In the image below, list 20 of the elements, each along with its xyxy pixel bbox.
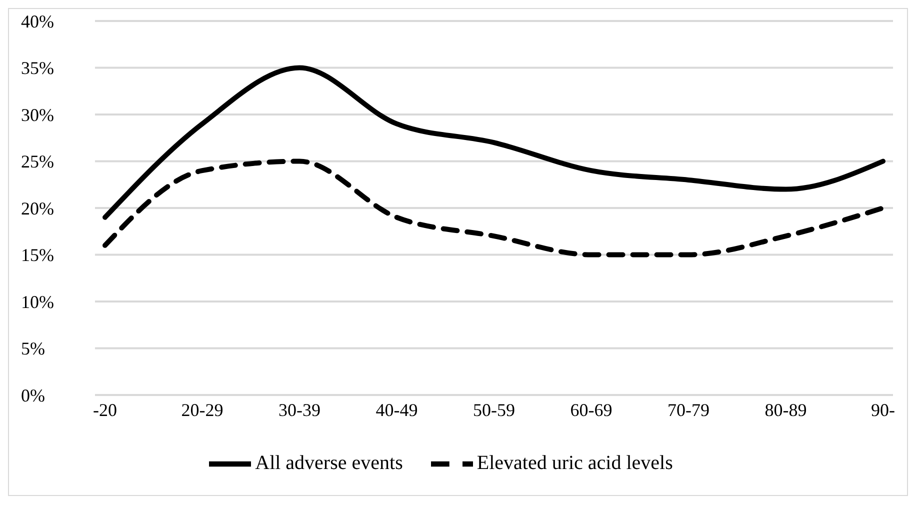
x-tick-label: 30-39: [278, 400, 320, 420]
x-tick-label: 60-69: [570, 400, 612, 420]
x-tick-label: 20-29: [181, 400, 224, 420]
y-tick-label: 0%: [21, 385, 45, 406]
y-tick-label: 5%: [21, 338, 45, 359]
y-tick-label: 30%: [21, 104, 54, 125]
y-tick-label: 35%: [21, 58, 54, 78]
y-tick-label: 20%: [21, 198, 54, 218]
y-tick-label: 10%: [21, 292, 54, 312]
y-tick-label: 15%: [21, 245, 54, 266]
legend-label: Elevated uric acid levels: [476, 452, 673, 474]
y-tick-label: 25%: [21, 152, 54, 172]
x-tick-label: 40-49: [376, 400, 418, 420]
x-tick-label: -20: [93, 400, 117, 420]
x-tick-label: 90-: [871, 400, 895, 420]
x-tick-label: 70-79: [668, 400, 710, 420]
x-tick-label: 80-89: [764, 400, 807, 420]
y-tick-label: 40%: [21, 11, 54, 32]
legend-label: All adverse events: [255, 452, 403, 474]
x-tick-label: 50-59: [473, 400, 515, 420]
